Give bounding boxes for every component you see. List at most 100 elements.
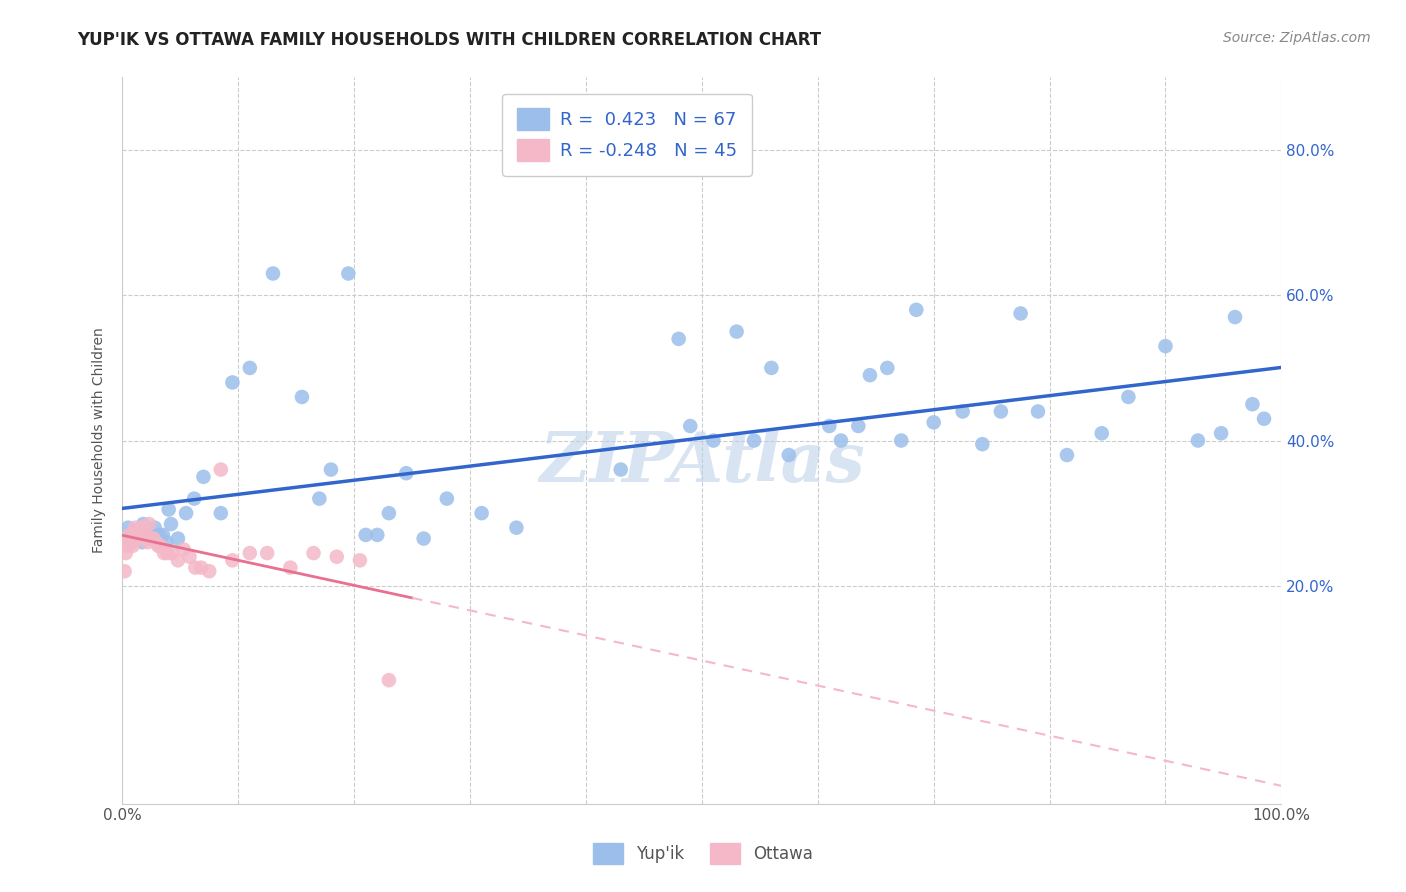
Point	[153, 546, 176, 560]
Point	[308, 491, 330, 506]
Point	[198, 564, 221, 578]
Point	[302, 546, 325, 560]
Legend: R =  0.423   N = 67, R = -0.248   N = 45: R = 0.423 N = 67, R = -0.248 N = 45	[502, 94, 752, 176]
Point	[117, 521, 139, 535]
Point	[239, 360, 262, 375]
Point	[325, 549, 347, 564]
Point	[990, 404, 1012, 418]
Point	[221, 553, 243, 567]
Point	[972, 437, 994, 451]
Point	[349, 553, 371, 567]
Point	[121, 535, 143, 549]
Point	[378, 506, 401, 520]
Point	[155, 535, 177, 549]
Point	[1118, 390, 1140, 404]
Point	[922, 416, 945, 430]
Point	[830, 434, 852, 448]
Point	[221, 376, 243, 390]
Point	[262, 267, 284, 281]
Point	[1241, 397, 1264, 411]
Point	[115, 535, 138, 549]
Point	[160, 516, 183, 531]
Point	[136, 524, 159, 539]
Point	[725, 325, 748, 339]
Point	[209, 462, 232, 476]
Point	[141, 532, 163, 546]
Point	[125, 524, 148, 539]
Point	[742, 434, 765, 448]
Point	[436, 491, 458, 506]
Point	[131, 524, 153, 539]
Y-axis label: Family Households with Children: Family Households with Children	[93, 327, 107, 553]
Point	[1223, 310, 1246, 324]
Point	[141, 532, 163, 546]
Point	[193, 470, 215, 484]
Point	[128, 532, 150, 546]
Point	[114, 564, 136, 578]
Point	[142, 532, 165, 546]
Point	[412, 532, 434, 546]
Point	[952, 404, 974, 418]
Point	[132, 516, 155, 531]
Point	[128, 528, 150, 542]
Point	[160, 546, 183, 560]
Point	[778, 448, 800, 462]
Point	[1091, 426, 1114, 441]
Point	[239, 546, 262, 560]
Point	[291, 390, 314, 404]
Point	[280, 560, 302, 574]
Point	[136, 535, 159, 549]
Point	[366, 528, 388, 542]
Point	[890, 434, 912, 448]
Point	[134, 528, 156, 542]
Point	[179, 549, 201, 564]
Point	[1154, 339, 1177, 353]
Point	[114, 546, 136, 560]
Point	[167, 532, 190, 546]
Point	[122, 528, 145, 542]
Point	[505, 521, 527, 535]
Point	[132, 521, 155, 535]
Text: YUP'IK VS OTTAWA FAMILY HOUSEHOLDS WITH CHILDREN CORRELATION CHART: YUP'IK VS OTTAWA FAMILY HOUSEHOLDS WITH …	[77, 31, 821, 49]
Point	[135, 532, 157, 546]
Point	[134, 528, 156, 542]
Point	[121, 539, 143, 553]
Point	[152, 528, 174, 542]
Point	[668, 332, 690, 346]
Point	[1253, 411, 1275, 425]
Point	[209, 506, 232, 520]
Point	[156, 546, 179, 560]
Point	[127, 528, 149, 542]
Legend: Yup'ik, Ottawa: Yup'ik, Ottawa	[586, 837, 820, 871]
Point	[183, 491, 205, 506]
Point	[157, 502, 180, 516]
Point	[1056, 448, 1078, 462]
Point	[125, 528, 148, 542]
Point	[146, 532, 169, 546]
Point	[124, 521, 146, 535]
Point	[131, 535, 153, 549]
Point	[174, 506, 197, 520]
Point	[256, 546, 278, 560]
Point	[129, 521, 152, 535]
Point	[184, 560, 207, 574]
Point	[118, 528, 141, 542]
Point	[702, 434, 724, 448]
Point	[167, 553, 190, 567]
Point	[121, 535, 143, 549]
Point	[859, 368, 882, 383]
Point	[190, 560, 212, 574]
Point	[319, 462, 342, 476]
Point	[1211, 426, 1233, 441]
Point	[846, 419, 869, 434]
Point	[117, 539, 139, 553]
Text: ZIPAtlas: ZIPAtlas	[538, 428, 865, 496]
Point	[148, 528, 170, 542]
Point	[173, 542, 195, 557]
Point	[148, 539, 170, 553]
Point	[122, 532, 145, 546]
Point	[138, 516, 160, 531]
Point	[395, 467, 418, 481]
Point	[378, 673, 401, 688]
Point	[149, 539, 172, 553]
